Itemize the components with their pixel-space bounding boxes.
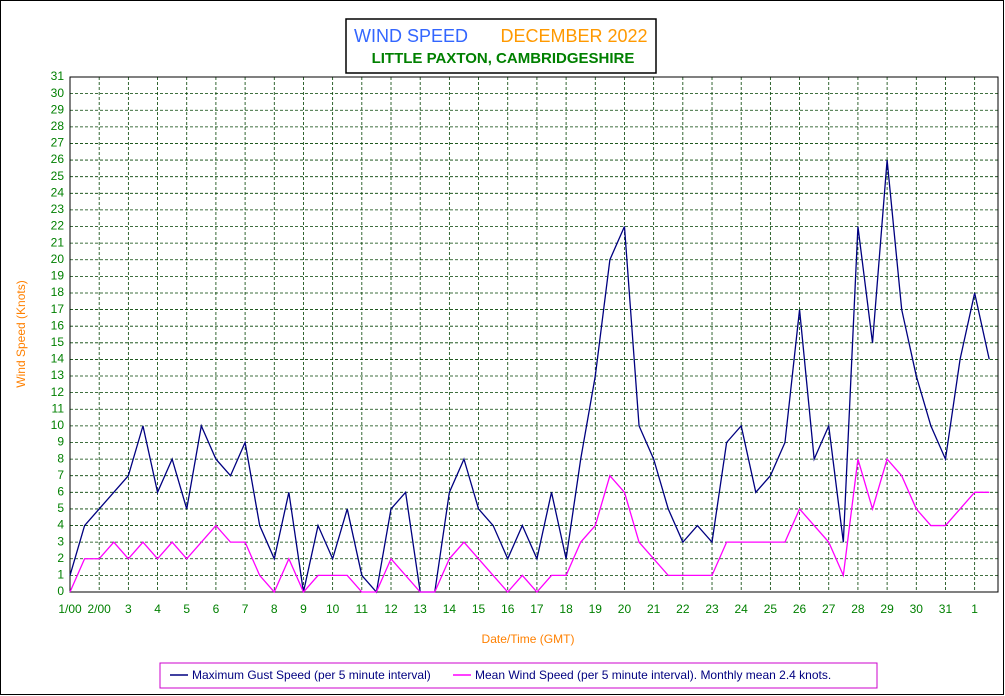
- x-tick-label: 13: [414, 602, 428, 616]
- x-tick-label: 30: [910, 602, 924, 616]
- y-tick-label: 9: [57, 435, 64, 449]
- y-tick-label: 7: [57, 468, 64, 482]
- x-tick-label: 10: [326, 602, 340, 616]
- x-tick-label: 1: [971, 602, 978, 616]
- plot-border: [69, 76, 999, 593]
- y-tick-label: 27: [51, 136, 65, 150]
- y-tick-label: 10: [51, 418, 65, 432]
- x-tick-label: 1/00: [58, 602, 82, 616]
- x-tick-label: 12: [384, 602, 398, 616]
- x-tick-label: 20: [618, 602, 632, 616]
- x-tick-label: 17: [530, 602, 544, 616]
- x-tick-label: 8: [271, 602, 278, 616]
- x-tick-label: 6: [213, 602, 220, 616]
- y-tick-label: 3: [57, 534, 64, 548]
- x-tick-label: 16: [501, 602, 515, 616]
- x-tick-label: 31: [939, 602, 953, 616]
- x-tick-label: 2/00: [88, 602, 112, 616]
- x-tick-label: 7: [242, 602, 249, 616]
- y-tick-label: 12: [51, 385, 65, 399]
- x-tick-label: 24: [735, 602, 749, 616]
- y-tick-label: 20: [51, 252, 65, 266]
- x-tick-label: 28: [851, 602, 865, 616]
- y-tick-label: 19: [51, 269, 65, 283]
- y-tick-label: 24: [51, 185, 65, 199]
- y-tick-label: 21: [51, 235, 65, 249]
- x-tick-label: 26: [793, 602, 807, 616]
- chart-subtitle: LITTLE PAXTON, CAMBRIDGESHIRE: [372, 50, 635, 67]
- x-tick-label: 11: [356, 602, 369, 616]
- y-tick-label: 26: [51, 152, 65, 166]
- y-tick-label: 5: [57, 501, 64, 515]
- legend-label: Mean Wind Speed (per 5 minute interval).…: [475, 668, 831, 682]
- y-tick-label: 8: [57, 451, 64, 465]
- x-tick-label: 22: [676, 602, 690, 616]
- y-tick-label: 2: [57, 551, 64, 565]
- title-box: [345, 18, 657, 74]
- x-tick-label: 23: [705, 602, 719, 616]
- x-tick-label: 21: [647, 602, 661, 616]
- x-tick-label: 15: [472, 602, 486, 616]
- y-axis-label: Wind Speed (Knots): [14, 280, 28, 387]
- y-tick-label: 14: [51, 352, 65, 366]
- x-tick-label: 14: [443, 602, 457, 616]
- x-tick-label: 9: [300, 602, 307, 616]
- x-axis-label: Date/Time (GMT): [482, 632, 575, 646]
- y-tick-label: 31: [51, 69, 65, 83]
- x-tick-label: 27: [822, 602, 836, 616]
- x-tick-label: 25: [764, 602, 778, 616]
- chart-title: WIND SPEED: [354, 26, 468, 46]
- y-tick-label: 18: [51, 285, 65, 299]
- y-tick-label: 25: [51, 169, 65, 183]
- x-tick-label: 3: [125, 602, 132, 616]
- y-tick-label: 17: [51, 302, 65, 316]
- y-tick-label: 16: [51, 318, 65, 332]
- y-tick-label: 4: [57, 518, 64, 532]
- legend: [159, 662, 878, 689]
- y-tick-label: 1: [57, 568, 64, 582]
- y-tick-label: 22: [51, 219, 65, 233]
- y-tick-label: 30: [51, 86, 65, 100]
- x-tick-label: 18: [559, 602, 573, 616]
- chart-title-date: DECEMBER 2022: [500, 26, 647, 46]
- legend-label: Maximum Gust Speed (per 5 minute interva…: [192, 668, 431, 682]
- y-tick-label: 11: [52, 401, 65, 415]
- series-line: [69, 160, 990, 594]
- x-tick-label: 19: [589, 602, 603, 616]
- y-tick-label: 6: [57, 484, 64, 498]
- y-tick-label: 28: [51, 119, 65, 133]
- x-tick-label: 4: [154, 602, 161, 616]
- y-tick-label: 0: [57, 584, 64, 598]
- y-tick-label: 13: [51, 368, 65, 382]
- x-tick-label: 29: [880, 602, 894, 616]
- x-tick-label: 5: [183, 602, 190, 616]
- y-tick-label: 15: [51, 335, 65, 349]
- series-line: [69, 457, 990, 594]
- y-tick-label: 23: [51, 202, 65, 216]
- y-tick-label: 29: [51, 102, 65, 116]
